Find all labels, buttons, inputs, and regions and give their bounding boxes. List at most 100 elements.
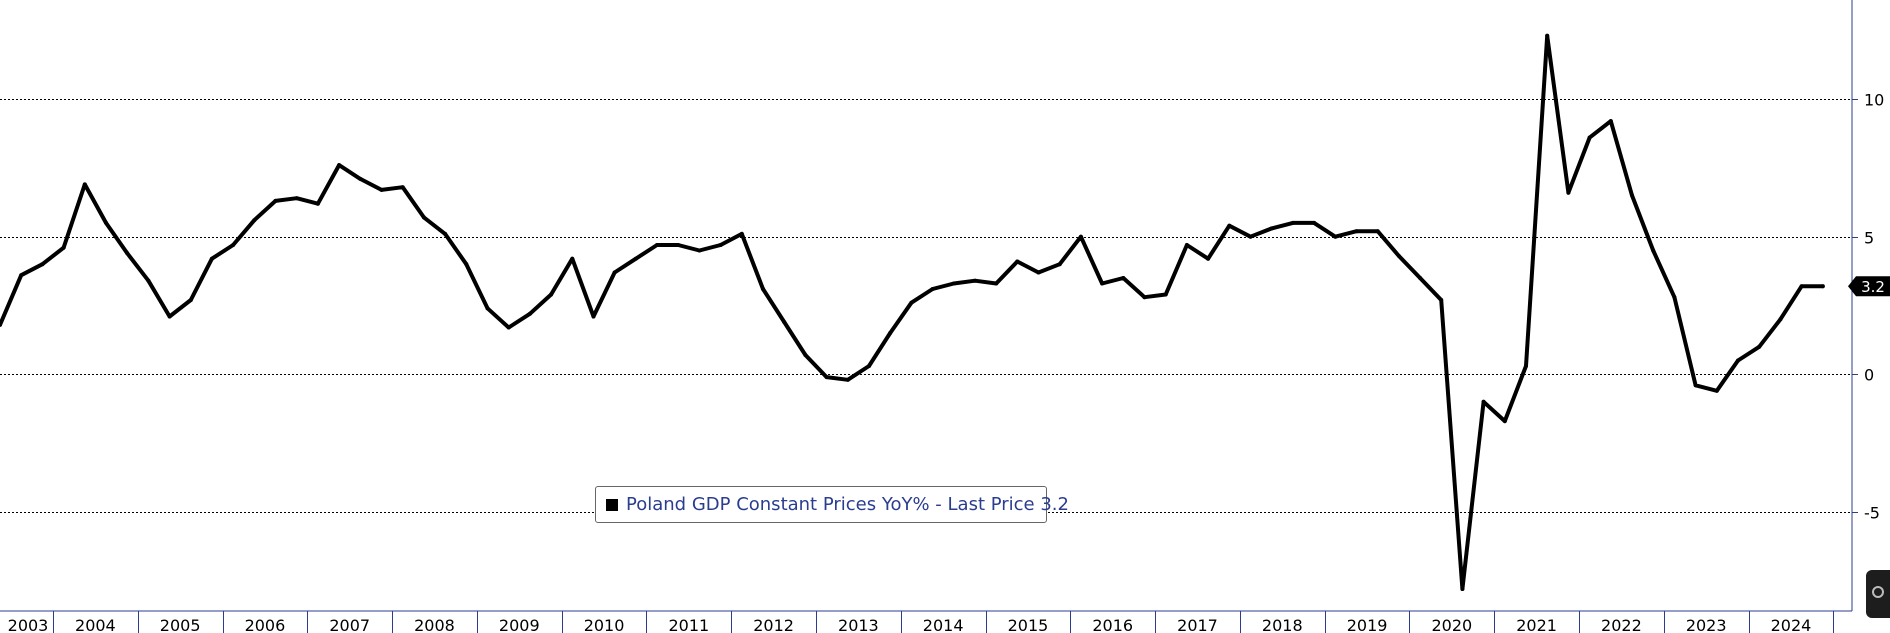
- x-tick-label: 2009: [499, 616, 540, 633]
- last-price-marker: 3.2: [1848, 276, 1890, 297]
- data-point: [782, 320, 787, 324]
- x-tick-label: 2022: [1601, 616, 1642, 633]
- data-point: [506, 325, 511, 330]
- data-point: [1206, 256, 1211, 261]
- data-point: [315, 201, 320, 206]
- data-point: [1566, 190, 1571, 195]
- x-axis: 2003 2004 2005 2006 2007 2008 2009 2010 2011 2012…: [0, 610, 1852, 633]
- data-point: [994, 281, 999, 286]
- data-point: [1799, 284, 1804, 289]
- y-axis: 10 5 0 -5: [1851, 0, 1884, 611]
- data-point: [1396, 254, 1401, 258]
- data-point: [1354, 229, 1359, 234]
- data-point: [633, 256, 638, 261]
- data-point: [739, 231, 744, 236]
- data-point: [761, 287, 765, 291]
- data-point: [1269, 226, 1274, 231]
- data-point: [570, 256, 575, 261]
- data-point: [655, 243, 659, 247]
- data-point: [188, 298, 193, 302]
- y-tick-label: 10: [1864, 91, 1884, 110]
- data-point: [167, 314, 172, 319]
- data-point: [549, 292, 554, 297]
- data-point: [273, 198, 278, 203]
- data-point: [40, 262, 45, 267]
- x-tick-label: 2020: [1431, 616, 1472, 633]
- data-point: [1608, 119, 1613, 124]
- x-tick-label: 2003: [8, 616, 49, 633]
- data-point: [888, 331, 893, 335]
- x-tick-label: 2018: [1262, 616, 1303, 633]
- x-tick-label: 2019: [1347, 616, 1388, 633]
- data-point: [485, 306, 490, 311]
- data-point: [845, 377, 850, 382]
- data-point: [1778, 317, 1783, 322]
- data-point: [1312, 220, 1317, 225]
- data-point: [231, 243, 236, 247]
- data-point: [1693, 383, 1698, 388]
- y-tick-label: 5: [1864, 229, 1874, 248]
- data-point: [1736, 358, 1740, 363]
- x-tick-label: 2017: [1177, 616, 1218, 633]
- data-point: [400, 185, 405, 190]
- data-point: [1375, 229, 1380, 234]
- x-tick-label: 2008: [414, 616, 455, 633]
- last-price-flag: [1848, 276, 1890, 297]
- data-point: [909, 300, 914, 305]
- data-point: [612, 270, 617, 275]
- data-point: [1524, 364, 1528, 368]
- data-point: [697, 248, 702, 253]
- x-tick-label: 2010: [584, 616, 625, 633]
- data-point: [1142, 295, 1147, 300]
- data-point: [1439, 298, 1444, 302]
- data-point: [718, 243, 723, 247]
- x-tick-label: 2007: [329, 616, 370, 633]
- data-point: [252, 218, 257, 223]
- data-point: [1015, 259, 1020, 264]
- gridlines: [0, 99, 1852, 513]
- data-point: [1418, 276, 1423, 280]
- data-point: [867, 364, 871, 368]
- x-tick-label: 2023: [1686, 616, 1727, 633]
- zoom-button[interactable]: [1866, 570, 1890, 618]
- data-point: [1714, 388, 1719, 393]
- data-point: [1545, 33, 1550, 38]
- data-point: [1227, 223, 1232, 228]
- data-point: [0, 322, 2, 327]
- data-point: [1651, 248, 1656, 253]
- y-tick-label: 0: [1864, 366, 1874, 385]
- data-point: [1502, 419, 1507, 424]
- data-point: [209, 256, 214, 261]
- data-point: [61, 245, 66, 250]
- legend-label: Poland GDP Constant Prices YoY% - Last P…: [626, 494, 1069, 515]
- data-point: [443, 231, 448, 236]
- data-point: [1121, 276, 1126, 280]
- x-tick-label: 2006: [245, 616, 286, 633]
- data-point: [1078, 234, 1083, 239]
- data-point: [1820, 284, 1825, 289]
- data-point: [421, 215, 426, 220]
- data-point: [1630, 193, 1634, 198]
- data-point: [1672, 295, 1677, 300]
- data-point: [1248, 234, 1253, 239]
- data-point: [104, 220, 108, 225]
- data-point: [1100, 281, 1105, 286]
- last-price-label: 3.2: [1861, 278, 1885, 296]
- x-tick-label: 2005: [160, 616, 201, 633]
- data-point: [676, 243, 681, 247]
- data-point: [464, 262, 469, 267]
- data-point: [19, 273, 24, 278]
- x-tick-label: 2021: [1516, 616, 1557, 633]
- data-point: [824, 375, 829, 380]
- data-point: [146, 278, 151, 283]
- x-tick-label: 2015: [1008, 616, 1049, 633]
- y-tick-label: -5: [1864, 504, 1880, 523]
- data-point: [1481, 399, 1486, 404]
- x-tick-label: 2013: [838, 616, 879, 633]
- data-point: [1163, 292, 1168, 297]
- data-point: [358, 176, 363, 181]
- x-tick-label: 2004: [75, 616, 116, 633]
- data-point: [125, 251, 130, 256]
- x-tick-label: 2011: [668, 616, 709, 633]
